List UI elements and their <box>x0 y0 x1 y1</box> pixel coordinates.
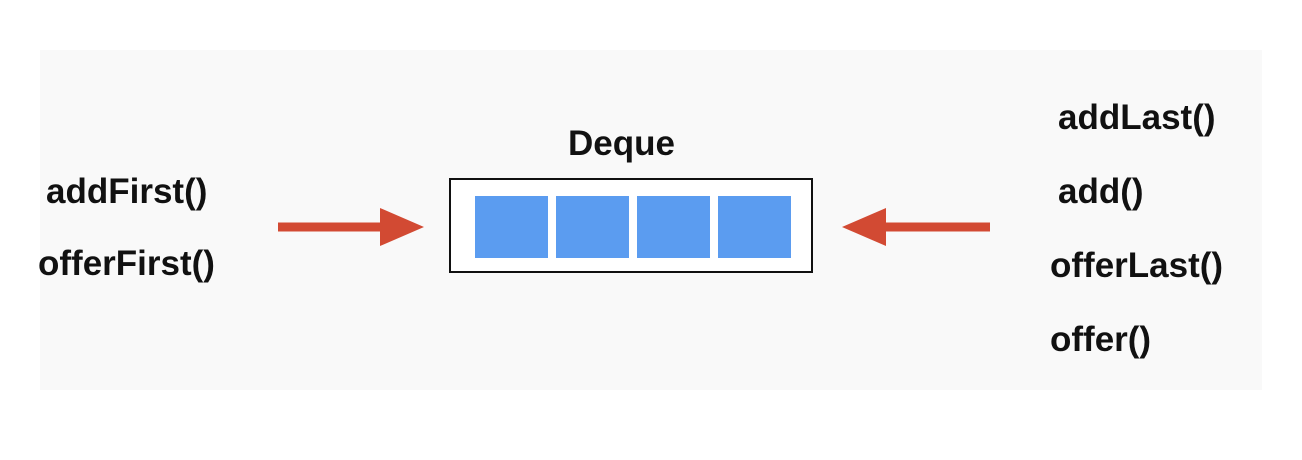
left-arrow-head <box>380 208 424 246</box>
right-arrow <box>842 208 990 246</box>
op-offer: offer() <box>1050 320 1152 359</box>
left-arrow <box>278 208 424 246</box>
deque-container <box>449 178 813 273</box>
left-operations-list: addFirst() offerFirst() <box>38 174 215 318</box>
right-arrow-head <box>842 208 886 246</box>
op-add-first: addFirst() <box>46 172 208 211</box>
deque-slot <box>718 196 791 258</box>
right-operations-list: addLast() add() offerLast() offer() <box>1050 100 1223 396</box>
deque-slot <box>556 196 629 258</box>
op-offer-last: offerLast() <box>1050 246 1224 285</box>
deque-title: Deque <box>568 124 675 163</box>
op-offer-first: offerFirst() <box>38 244 215 283</box>
op-add: add() <box>1058 172 1144 211</box>
deque-slot <box>637 196 710 258</box>
op-add-last: addLast() <box>1058 98 1216 137</box>
deque-slot <box>475 196 548 258</box>
